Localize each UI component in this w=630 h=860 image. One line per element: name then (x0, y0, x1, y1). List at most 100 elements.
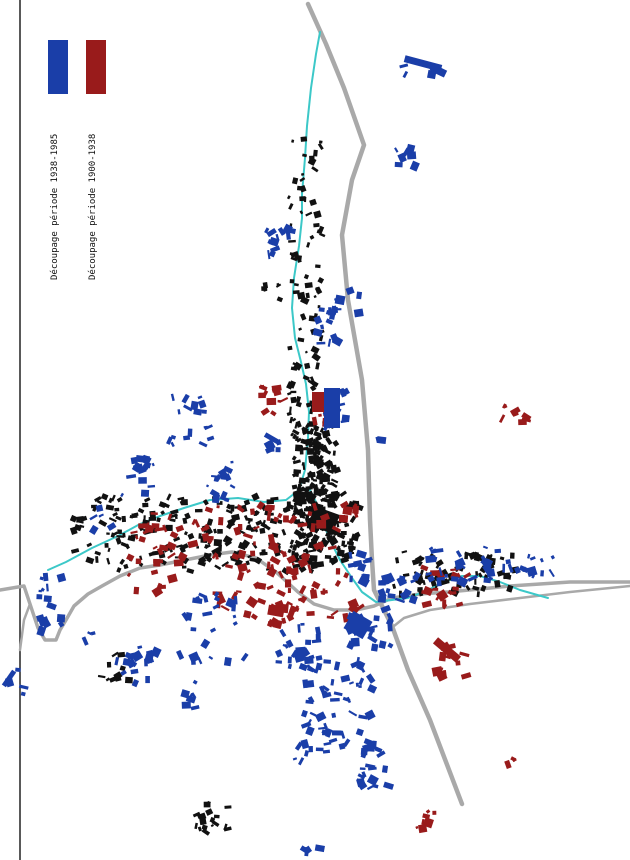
building-1900-1938 (267, 533, 276, 544)
building-1938-1985 (181, 611, 190, 622)
building-1900-1938 (512, 757, 517, 763)
building-1938-1985 (275, 233, 280, 241)
existing-building (205, 808, 214, 816)
building-1938-1985 (213, 591, 220, 598)
building-1938-1985 (316, 341, 326, 345)
existing-building (292, 429, 300, 436)
existing-building (106, 557, 111, 565)
existing-building (330, 478, 339, 484)
building-1900-1938 (286, 566, 299, 577)
existing-building (199, 817, 207, 826)
building-1900-1938 (435, 672, 444, 680)
existing-building (318, 454, 324, 461)
existing-building (92, 507, 97, 512)
building-1938-1985 (345, 286, 355, 296)
building-1900-1938 (203, 523, 210, 531)
existing-building (314, 449, 321, 456)
existing-building (129, 514, 134, 519)
existing-building (313, 294, 317, 299)
building-1900-1938 (225, 564, 234, 569)
building-1938-1985 (507, 563, 514, 573)
building-1938-1985 (275, 660, 283, 664)
building-1938-1985 (287, 656, 292, 664)
existing-building (299, 313, 307, 321)
existing-building (213, 528, 218, 534)
building-1938-1985 (358, 677, 365, 686)
building-1900-1938 (193, 519, 201, 528)
existing-building (395, 557, 400, 564)
existing-building (324, 449, 332, 455)
building-1938-1985 (132, 463, 143, 469)
existing-building (305, 531, 314, 539)
building-1938-1985 (334, 294, 346, 306)
existing-building (270, 498, 275, 504)
existing-building (121, 515, 126, 523)
existing-building (487, 553, 493, 561)
existing-building (70, 548, 80, 554)
existing-building (255, 519, 263, 526)
building-1938-1985 (204, 424, 213, 431)
existing-building (298, 327, 303, 331)
building-1938-1985 (87, 631, 92, 636)
existing-building (98, 519, 108, 527)
existing-building (430, 579, 437, 587)
building-1938-1985 (381, 578, 389, 586)
existing-building (302, 153, 308, 158)
building-1938-1985 (323, 659, 332, 664)
building-1900-1938 (415, 825, 419, 830)
existing-building (281, 528, 287, 536)
existing-building (301, 461, 305, 466)
building-1900-1938 (249, 508, 256, 516)
building-1938-1985 (137, 645, 143, 650)
legend-item-1900-1938: Découpage période 1900-1938 (86, 40, 108, 280)
existing-building (293, 282, 299, 287)
building-1938-1985 (56, 572, 67, 583)
building-1938-1985 (144, 658, 148, 667)
building-1938-1985 (45, 583, 49, 592)
building-1938-1985 (367, 766, 377, 771)
building-1900-1938 (130, 530, 138, 535)
building-1900-1938 (326, 615, 335, 620)
existing-building (291, 177, 299, 185)
existing-building (179, 543, 189, 551)
building-1900-1938 (348, 603, 360, 615)
existing-building (290, 256, 298, 262)
existing-building (300, 136, 308, 142)
building-1938-1985 (367, 683, 378, 694)
building-1938-1985 (444, 573, 448, 578)
building-1900-1938 (156, 587, 162, 593)
building-1938-1985 (348, 710, 358, 717)
existing-building (307, 505, 312, 512)
existing-building (173, 536, 181, 542)
existing-building (392, 583, 397, 589)
building-1938-1985 (376, 436, 387, 445)
building-1938-1985 (330, 697, 340, 702)
existing-building (309, 234, 315, 240)
building-1900-1938 (342, 612, 350, 623)
existing-building (210, 824, 214, 828)
building-1938-1985 (387, 642, 394, 649)
building-1900-1938 (338, 514, 349, 523)
building-1900-1938 (266, 504, 275, 511)
existing-building (325, 532, 332, 538)
existing-building (230, 504, 235, 512)
building-1900-1938 (422, 813, 431, 820)
building-1900-1938 (256, 597, 267, 605)
building-1938-1985 (456, 575, 469, 588)
building-1938-1985 (548, 568, 555, 578)
building-1938-1985 (213, 596, 221, 602)
existing-building (289, 406, 292, 413)
existing-building (288, 380, 296, 389)
building-1938-1985 (286, 227, 297, 235)
existing-building (245, 560, 250, 566)
building-1938-1985 (39, 576, 44, 581)
building-1938-1985 (232, 614, 237, 619)
existing-building (297, 337, 305, 343)
building-1938-1985 (147, 484, 156, 488)
building-1900-1938 (286, 554, 297, 564)
existing-building (108, 675, 118, 683)
building-1900-1938 (169, 531, 179, 539)
building-1938-1985 (381, 765, 389, 774)
existing-building (300, 515, 306, 519)
